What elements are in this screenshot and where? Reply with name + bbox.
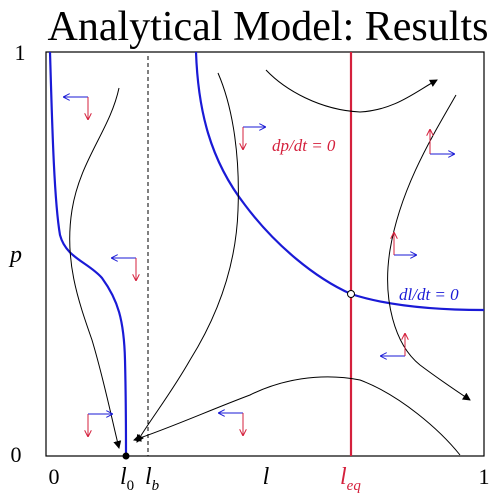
direction-arrow-2: [112, 258, 136, 280]
l0-label: l0: [120, 464, 134, 494]
leq-label: leq: [340, 464, 361, 494]
direction-arrow-8: [219, 413, 243, 435]
x-tick-right: 1: [479, 464, 490, 489]
trajectory-bottom: [133, 376, 461, 456]
lb-main: l: [145, 464, 152, 490]
direction-arrow-3: [243, 127, 265, 149]
x-tick-left: 0: [49, 464, 60, 489]
y-tick-top: 1: [15, 40, 26, 65]
equilibrium-l0: [122, 452, 130, 460]
l0-sub: 0: [127, 478, 135, 494]
lb-sub: b: [152, 478, 160, 494]
trajectory-left: [69, 87, 122, 449]
l0-main: l: [120, 464, 127, 490]
x-axis-label: l: [263, 464, 270, 490]
equilibrium-interior: [347, 290, 355, 298]
leq-sub: eq: [347, 478, 362, 494]
trajectory-top-right: [265, 69, 438, 113]
direction-arrow-4: [430, 130, 454, 154]
trajectory-right: [387, 94, 471, 401]
lb-label: lb: [145, 464, 160, 494]
direction-arrow-6: [381, 334, 405, 356]
direction-arrow-7: [88, 414, 112, 436]
dp-dt-label: dp/dt = 0: [272, 136, 336, 155]
dl-dt-nullcline-left: [48, 51, 128, 457]
direction-arrow-5: [394, 233, 416, 255]
dl-dt-nullcline-right: [194, 51, 485, 312]
direction-arrow-1: [64, 97, 88, 119]
trajectory-center-left: [136, 72, 239, 443]
y-axis-label: p: [8, 242, 22, 268]
dl-dt-label: dl/dt = 0: [399, 285, 459, 304]
plot-frame: [45, 51, 485, 457]
leq-main: l: [340, 464, 347, 490]
chart-title: Analytical Model: Results: [48, 4, 489, 50]
y-tick-bottom: 0: [11, 442, 22, 467]
